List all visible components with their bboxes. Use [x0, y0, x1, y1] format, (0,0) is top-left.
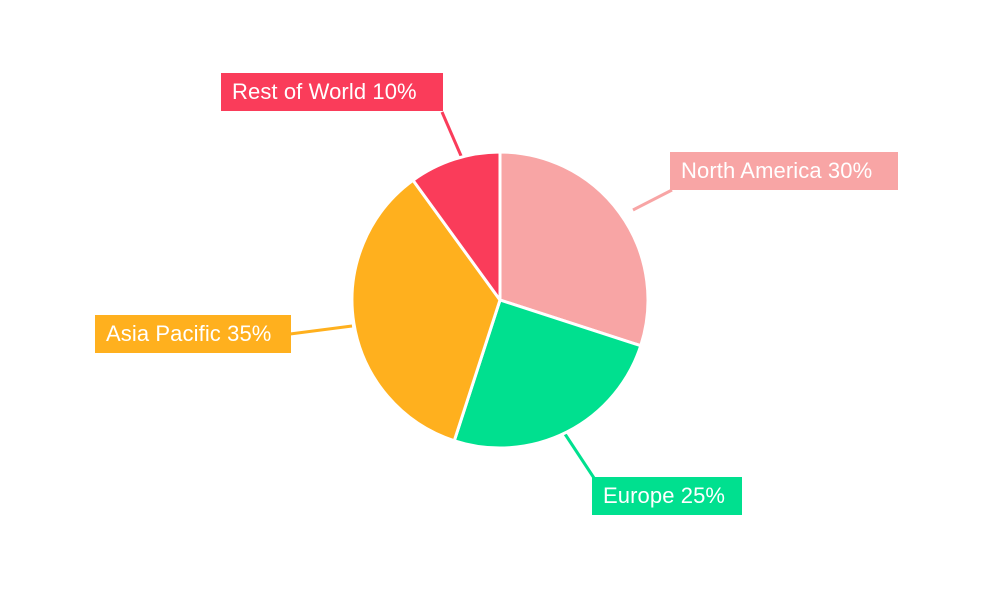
pie-label-north-america[interactable]: North America 30% — [670, 152, 898, 190]
leader-line-europe — [561, 430, 596, 479]
pie-label-asia-pacific[interactable]: Asia Pacific 35% — [95, 315, 291, 353]
leader-line-asia-pacific — [289, 324, 353, 336]
pie-slice-north-america[interactable] — [498, 150, 650, 348]
pie-label-rest-of-world[interactable]: Rest of World 10% — [221, 73, 443, 111]
pie-slice-asia-pacific[interactable] — [350, 178, 502, 443]
pie-slice-europe[interactable] — [452, 298, 643, 450]
pie-slice-rest-of-world[interactable] — [411, 150, 502, 302]
pie-label-europe[interactable]: Europe 25% — [592, 477, 742, 515]
leader-line-north-america — [632, 188, 673, 212]
pie-slice-group — [350, 150, 650, 450]
